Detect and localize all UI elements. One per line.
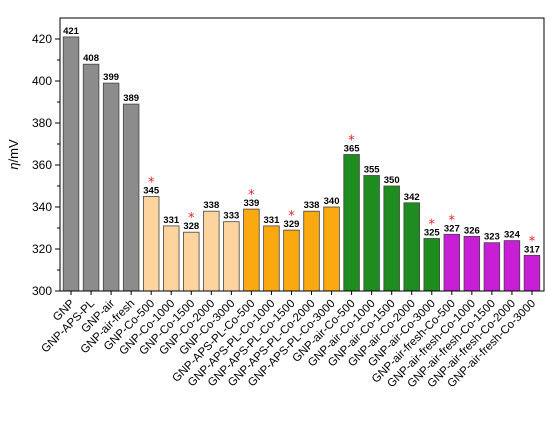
data-label-GNP-APS-PL-Co-3000: 340 [324,196,340,207]
data-label-GNP-Co-3000: 333 [223,211,239,222]
bar-GNP-air-Co-2000 [403,202,420,292]
bar-GNP [62,36,80,292]
star-marker-GNP-APS-PL-Co-1500: * [288,209,295,224]
data-label-GNP-Co-2000: 338 [203,200,219,211]
data-label-GNP-air-fresh: 389 [123,93,139,104]
bar-GNP-air-fresh-Co-3000 [523,254,541,292]
data-label-GNP-Co-1500: 328 [183,221,199,232]
bar-GNP-air [102,82,120,292]
data-label-GNP-air-fresh-Co-2000: 324 [504,230,521,241]
bar-GNP-APS-PL-Co-2000 [303,210,320,292]
y-tick-label: 420 [32,32,52,46]
y-tick-label: 380 [32,116,52,130]
data-label-GNP-air-fresh-Co-1000: 326 [464,225,480,236]
star-marker-GNP-Co-1500: * [188,211,195,226]
data-label-GNP-air-Co-1500: 350 [384,175,400,186]
bar-GNP-air-fresh-Co-1000 [463,235,481,292]
data-label-GNP-Co-500: 345 [143,186,160,197]
data-label-GNP-APS-PL-Co-1000: 331 [264,215,281,226]
data-label-GNP-air-fresh-Co-1500: 323 [484,232,500,243]
bar-GNP-APS-PL-Co-3000 [323,206,340,292]
star-marker-GNP-APS-PL-Co-500: * [248,188,255,203]
y-tick-label: 320 [32,242,52,256]
bar-GNP-air-Co-500 [343,154,360,292]
data-label-GNP-APS-PL-Co-500: 339 [243,198,259,209]
bar-GNP-APS-PL-Co-1000 [263,225,280,292]
y-tick-label: 400 [32,74,52,88]
y-tick-label: 360 [32,158,52,172]
data-label-GNP-air-fresh-Co-500: 327 [444,223,460,234]
data-label-GNP-air-Co-2000: 342 [404,192,420,203]
data-label-GNP-air-fresh-Co-3000: 317 [524,244,540,255]
star-marker-GNP-Co-500: * [148,176,155,191]
data-label-GNP-air: 399 [103,72,119,83]
data-label-GNP-APS-PL-Co-1500: 329 [284,219,300,230]
star-marker-GNP-air-fresh-Co-500: * [449,213,456,228]
bar-GNP-APS-PL-Co-1500 [283,229,300,292]
bar-GNP-Co-2000 [203,210,220,292]
bar-GNP-APS-PL-Co-500 [243,208,260,292]
bar-GNP-Co-1500 [183,231,200,292]
bar-GNP-air-fresh-Co-500 [443,233,461,292]
bar-GNP-air-fresh-Co-2000 [503,240,521,292]
bar-GNP-Co-500 [142,196,160,292]
data-label-GNP: 421 [63,26,80,37]
data-label-GNP-air-Co-500: 365 [344,144,361,155]
data-label-GNP-APS-PL: 408 [83,53,99,64]
star-marker-GNP-air-Co-3000: * [429,218,436,233]
star-marker-GNP-air-Co-500: * [348,134,355,149]
y-tick-label: 300 [32,284,52,298]
bar-GNP-Co-1000 [163,225,180,292]
bars-layer [62,36,541,292]
bar-GNP-Co-3000 [223,221,240,292]
bar-GNP-air-Co-1500 [383,185,400,292]
bar-GNP-air-fresh-Co-1500 [483,242,501,292]
y-axis-title: η/mV [6,139,21,170]
bar-GNP-APS-PL [82,63,100,292]
star-marker-GNP-air-fresh-Co-3000: * [529,234,536,249]
bar-GNP-air-Co-3000 [423,238,440,292]
data-label-GNP-Co-1000: 331 [163,215,180,226]
data-label-GNP-air-Co-3000: 325 [424,228,441,239]
data-label-GNP-air-Co-1000: 355 [364,165,381,176]
y-tick-label: 340 [32,200,52,214]
bar-GNP-air-fresh [122,103,140,292]
data-label-GNP-APS-PL-Co-2000: 338 [304,200,320,211]
plot-frame [59,17,545,292]
bar-GNP-air-Co-1000 [363,175,380,292]
